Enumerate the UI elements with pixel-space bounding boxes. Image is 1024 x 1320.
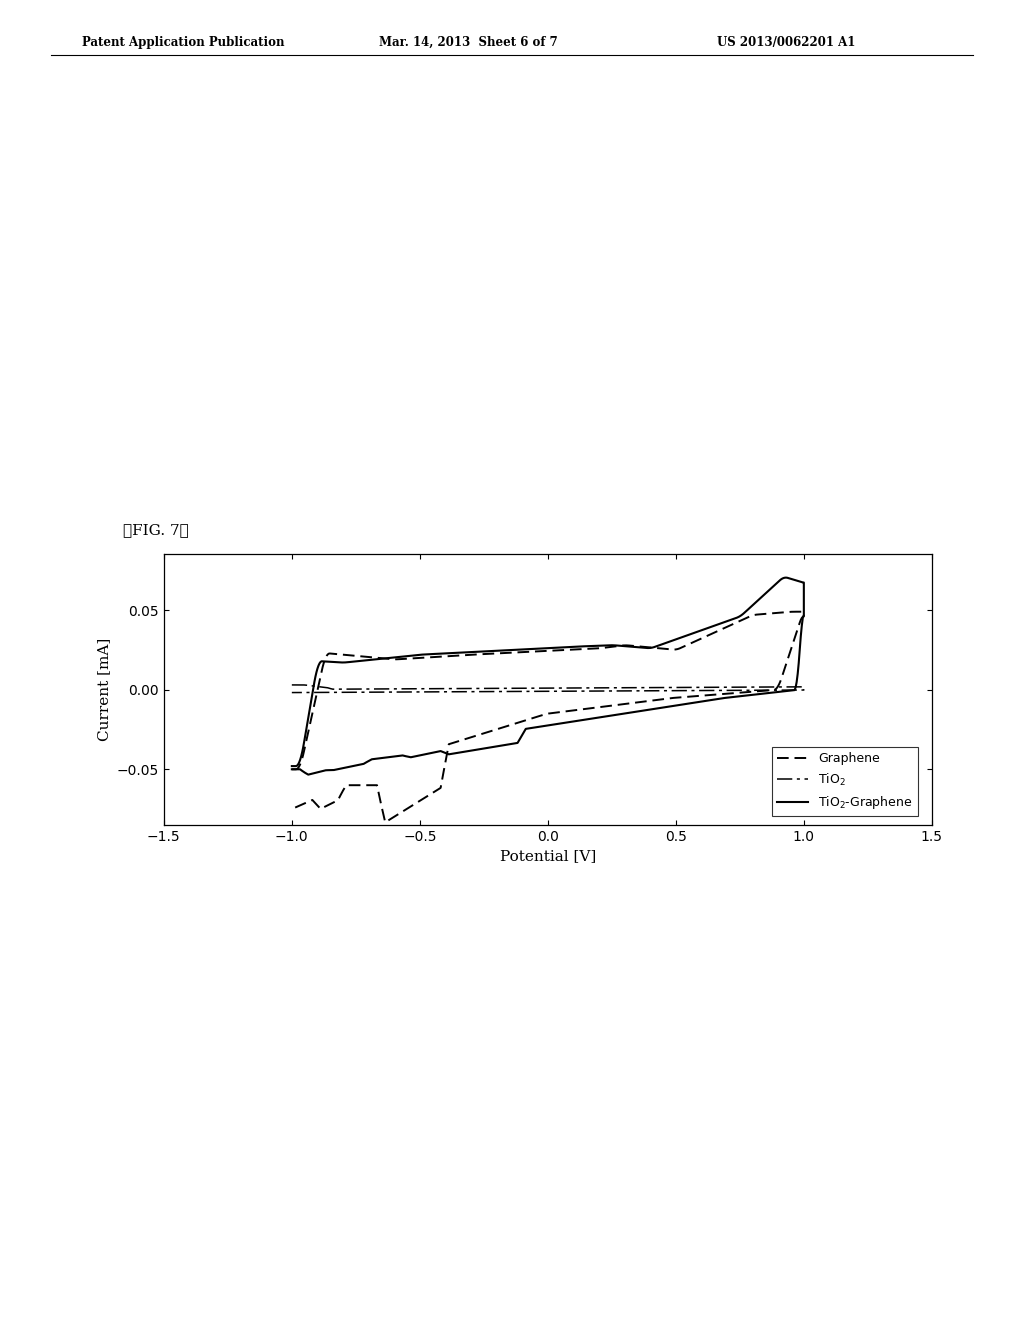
TiO$_2$-Graphene bbox=[390, 649, 402, 665]
TiO$_2$ bbox=[390, 681, 402, 697]
TiO$_2$ bbox=[493, 684, 505, 700]
Line: TiO$_2$-Graphene: TiO$_2$-Graphene bbox=[292, 578, 804, 775]
Graphene bbox=[286, 762, 298, 777]
Text: US 2013/0062201 A1: US 2013/0062201 A1 bbox=[717, 36, 855, 49]
X-axis label: Potential [V]: Potential [V] bbox=[500, 849, 596, 863]
TiO$_2$ bbox=[511, 684, 523, 700]
TiO$_2$-Graphene bbox=[780, 570, 793, 586]
Text: 【FIG. 7】: 【FIG. 7】 bbox=[123, 524, 188, 537]
TiO$_2$-Graphene bbox=[286, 758, 298, 774]
TiO$_2$-Graphene bbox=[700, 620, 713, 636]
TiO$_2$ bbox=[700, 680, 713, 696]
Graphene bbox=[379, 814, 391, 830]
Graphene bbox=[510, 715, 522, 731]
Graphene bbox=[790, 603, 802, 619]
TiO$_2$-Graphene bbox=[302, 767, 314, 783]
Legend: Graphene, TiO$_2$, TiO$_2$-Graphene: Graphene, TiO$_2$, TiO$_2$-Graphene bbox=[772, 747, 918, 816]
Line: TiO$_2$: TiO$_2$ bbox=[292, 685, 804, 693]
Graphene bbox=[390, 651, 402, 667]
Graphene bbox=[606, 697, 618, 713]
Graphene bbox=[492, 721, 504, 737]
Text: Mar. 14, 2013  Sheet 6 of 7: Mar. 14, 2013 Sheet 6 of 7 bbox=[379, 36, 558, 49]
TiO$_2$ bbox=[286, 677, 298, 693]
TiO$_2$-Graphene bbox=[510, 735, 522, 751]
TiO$_2$ bbox=[607, 682, 620, 698]
TiO$_2$ bbox=[737, 680, 750, 696]
Y-axis label: Current [mA]: Current [mA] bbox=[97, 638, 112, 742]
Text: Patent Application Publication: Patent Application Publication bbox=[82, 36, 285, 49]
TiO$_2$-Graphene bbox=[286, 762, 298, 777]
Graphene bbox=[286, 801, 298, 817]
TiO$_2$-Graphene bbox=[606, 708, 618, 723]
TiO$_2$-Graphene bbox=[492, 738, 504, 754]
Graphene bbox=[700, 628, 713, 644]
Graphene bbox=[737, 611, 750, 627]
TiO$_2$-Graphene bbox=[737, 606, 750, 622]
TiO$_2$ bbox=[286, 685, 298, 701]
Line: Graphene: Graphene bbox=[292, 611, 804, 822]
